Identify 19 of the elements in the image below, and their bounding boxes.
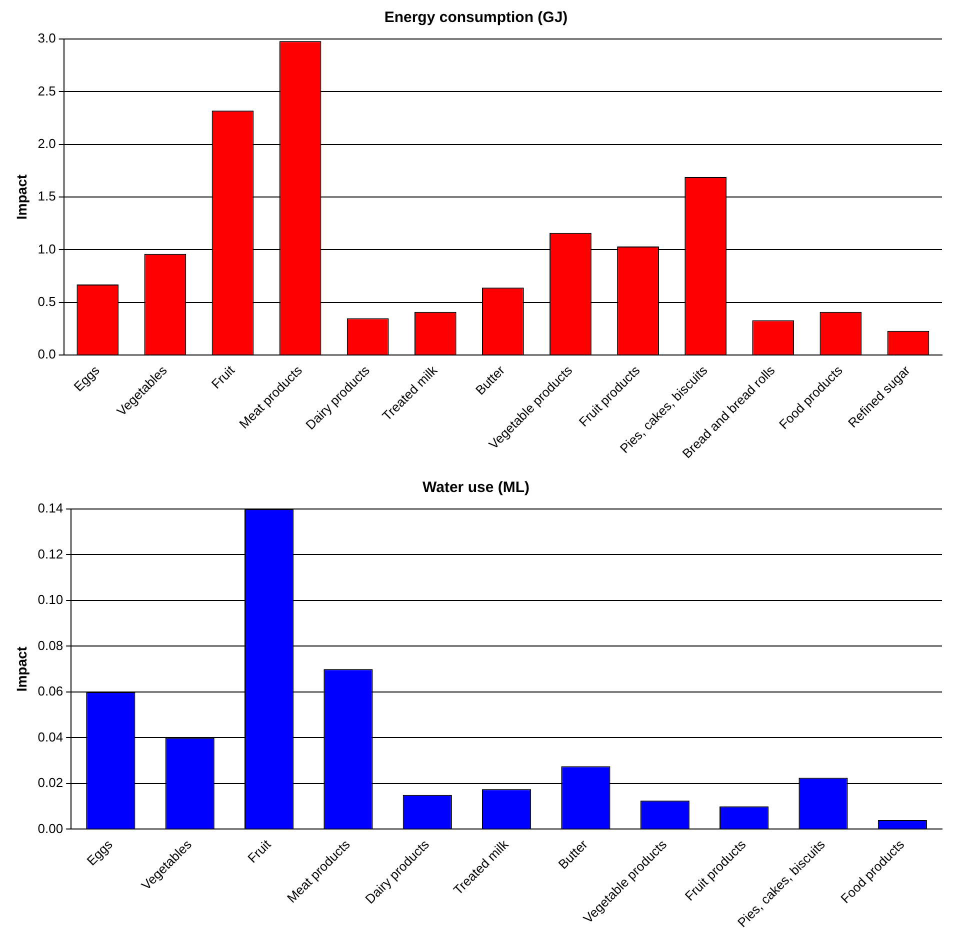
y-tick-label: 0.02: [38, 775, 64, 790]
y-tick-label: 2.0: [38, 136, 56, 151]
y-tick-label: 0.5: [38, 294, 56, 309]
y-tick-label: 0.12: [38, 546, 64, 562]
y-tick-label: 2.5: [38, 83, 56, 98]
y-tick-label: 1.0: [38, 241, 56, 256]
y-tick-label: 0.0: [38, 346, 56, 362]
y-tick-label: 0.10: [38, 592, 64, 608]
y-tick-label: 0.00: [38, 820, 64, 836]
chart-title: Energy consumption (GJ): [384, 9, 568, 26]
y-tick-label: 3.0: [38, 30, 56, 46]
chart-title: Water use (ML): [422, 479, 530, 496]
y-tick-label: 1.5: [38, 188, 56, 204]
y-axis-title: Impact: [13, 174, 30, 220]
y-tick-label: 0.06: [38, 684, 64, 699]
y-tick-label: 0.04: [38, 729, 64, 744]
y-axis-title: Impact: [13, 646, 30, 692]
y-tick-label: 0.08: [38, 638, 64, 653]
y-tick-label: 0.14: [38, 500, 64, 516]
